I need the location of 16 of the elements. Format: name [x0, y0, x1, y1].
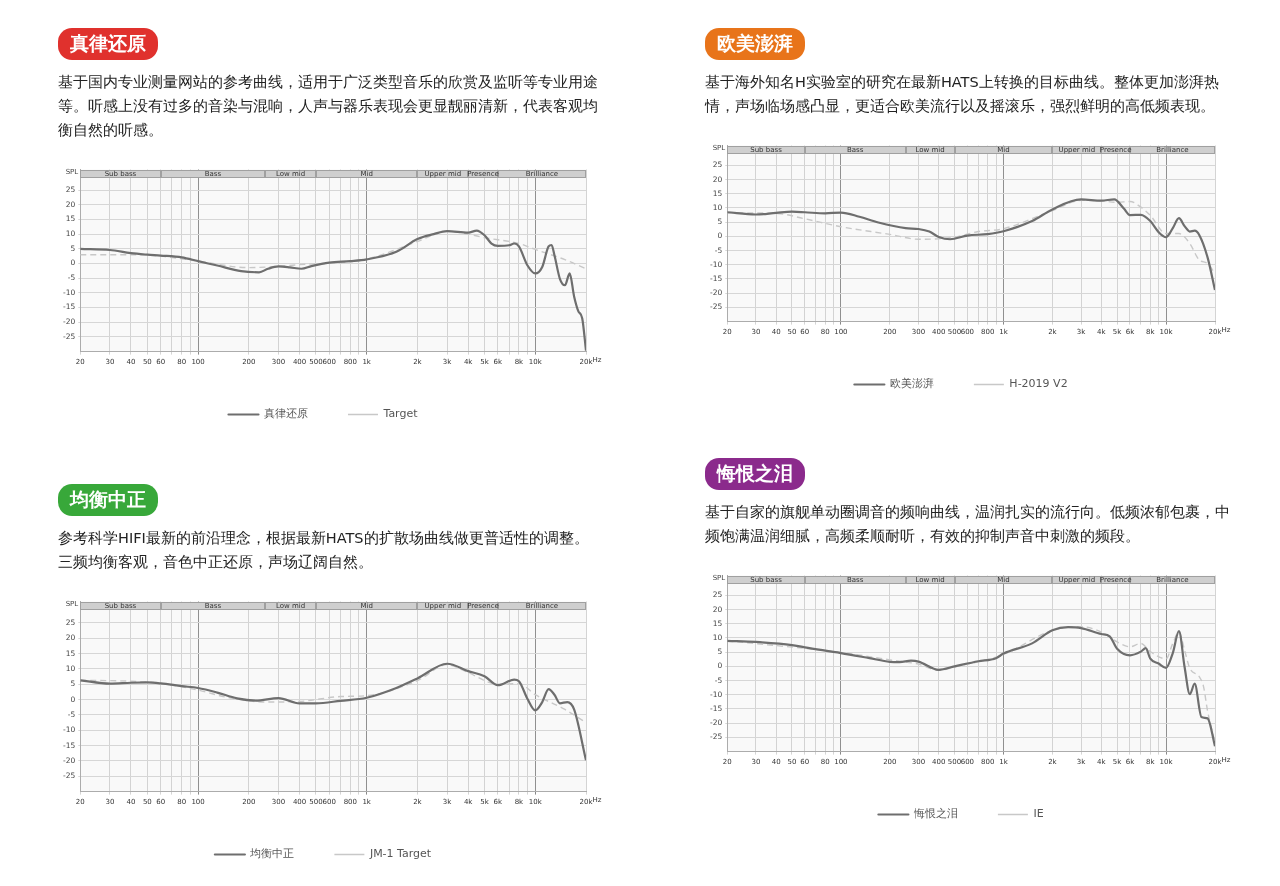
- legend-label: 欧美澎湃: [889, 377, 934, 391]
- legend-label: IE: [1033, 807, 1044, 821]
- chart-subtitle: 基于国内专业测量网站的参考曲线，适用于广泛类型音乐的欣赏及监听等专业用途等。听感上没有过多的音染与混响，人声与器乐表现会更显靓丽清新，代表客观均衡自然的听感。: [58, 73, 598, 140]
- legend-label: 真律还原: [263, 407, 308, 421]
- legend-label: 均衡中正: [249, 847, 295, 861]
- chart-subtitle: 基于自家的旗舰单动圈调音的频响曲线，温润扎实的流行向。低频浓郁包裹，中频饱满温润细腻，高频柔顺耐听，有效的抑制声音中刺激的频段。: [705, 503, 1231, 546]
- chart-title: 真律还原: [58, 28, 158, 60]
- legend-label: 悔恨之泪: [912, 807, 958, 821]
- chart-subtitle: 参考科学HIFI最新的前沿理念，根据最新HATS的扩散场曲线做更普适性的调整。三频均衡客观，音色中正还原，声场辽阔自然。: [58, 529, 590, 572]
- chart-subtitle: 基于海外知名H实验室的研究在最新HATS上转换的目标曲线。整体更加澎湃热情，声场临场感凸显，更适合欧美流行以及摇滚乐，强烈鲜明的高低频表现。: [705, 73, 1220, 116]
- legend-label: Target: [382, 407, 419, 421]
- legend-label: JM-1 Target: [368, 847, 432, 861]
- legend-label: H-2019 V2: [1009, 377, 1068, 391]
- chart-title: 悔恨之泪: [705, 458, 805, 490]
- chart-title: 均衡中正: [58, 484, 158, 516]
- chart-title: 欧美澎湃: [705, 28, 805, 60]
